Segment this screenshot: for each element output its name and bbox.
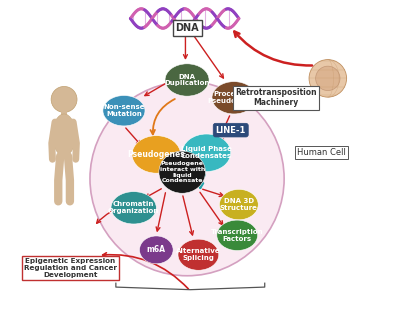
Ellipse shape xyxy=(159,151,206,193)
Ellipse shape xyxy=(220,189,258,220)
Text: Pseudogenes: Pseudogenes xyxy=(128,150,185,159)
Ellipse shape xyxy=(178,239,219,270)
Text: Chromatin
Organization: Chromatin Organization xyxy=(108,202,159,214)
Text: m6A: m6A xyxy=(147,245,166,254)
Text: Alternative
Splicing: Alternative Splicing xyxy=(176,248,221,261)
Text: Liquid Phase
Condensates: Liquid Phase Condensates xyxy=(181,147,232,159)
Ellipse shape xyxy=(212,82,256,114)
Circle shape xyxy=(51,86,77,112)
Text: LINE-1: LINE-1 xyxy=(216,126,246,135)
Text: DNA
Duplication: DNA Duplication xyxy=(164,73,210,86)
Ellipse shape xyxy=(132,136,180,173)
Circle shape xyxy=(316,66,340,91)
Text: Pseudogene
interact with
liquid
Condensate: Pseudogene interact with liquid Condensa… xyxy=(160,161,205,183)
Text: DNA: DNA xyxy=(175,23,199,33)
Ellipse shape xyxy=(182,134,231,172)
Text: Processed
Pseudogenes: Processed Pseudogenes xyxy=(208,91,260,104)
Text: Human Cell: Human Cell xyxy=(297,148,346,157)
Ellipse shape xyxy=(140,236,173,264)
Circle shape xyxy=(309,59,346,97)
Bar xyxy=(61,102,67,115)
Text: Non-sense
Mutation: Non-sense Mutation xyxy=(103,104,145,117)
Ellipse shape xyxy=(111,192,156,224)
Ellipse shape xyxy=(103,96,145,126)
Ellipse shape xyxy=(217,220,258,251)
Text: DNA 3D
Structure: DNA 3D Structure xyxy=(220,198,258,211)
Text: Transcription
Factors: Transcription Factors xyxy=(211,229,264,242)
Ellipse shape xyxy=(52,114,76,156)
Ellipse shape xyxy=(165,64,209,96)
Circle shape xyxy=(90,82,284,276)
Text: Retrotransposition
Machinery: Retrotransposition Machinery xyxy=(235,88,317,108)
Text: Epigenetic Expression
Regulation and Cancer
Development: Epigenetic Expression Regulation and Can… xyxy=(24,258,117,278)
